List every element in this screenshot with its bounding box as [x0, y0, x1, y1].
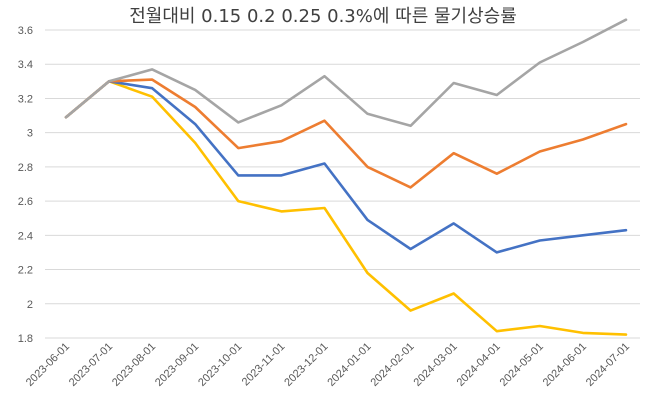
x-tick-label: 2024-03-01 — [412, 341, 460, 389]
y-tick-label: 3.6 — [18, 25, 33, 37]
x-tick-label: 2023-11-01 — [240, 341, 288, 389]
x-tick-label: 2024-07-01 — [584, 341, 632, 389]
x-tick-label: 2023-09-01 — [153, 341, 201, 389]
x-tick-label: 2023-07-01 — [67, 341, 115, 389]
series-line-0.2 — [64, 80, 628, 254]
y-tick-label: 2.6 — [18, 196, 33, 208]
y-tick-label: 2.2 — [18, 265, 33, 277]
x-tick-label: 2024-05-01 — [498, 341, 546, 389]
series-line-0.3 — [64, 18, 628, 128]
x-tick-label: 2024-06-01 — [541, 341, 589, 389]
y-tick-label: 2 — [27, 299, 33, 311]
y-tick-label: 3.4 — [18, 59, 33, 71]
y-tick-label: 3 — [27, 128, 33, 140]
y-tick-label: 1.8 — [18, 333, 33, 345]
series-line-0.25 — [64, 78, 628, 189]
y-tick-label: 2.4 — [18, 230, 33, 242]
y-tick-label: 3.2 — [18, 93, 33, 105]
x-tick-label: 2024-04-01 — [455, 341, 503, 389]
x-tick-label: 2023-12-01 — [282, 341, 330, 389]
y-tick-label: 2.8 — [18, 162, 33, 174]
x-tick-label: 2023-06-01 — [24, 341, 72, 389]
x-tick-label: 2023-10-01 — [196, 341, 244, 389]
chart-title: 전월대비 0.15 0.2 0.25 0.3%에 따른 물기상승률 — [129, 6, 517, 27]
x-tick-label: 2023-08-01 — [110, 341, 158, 389]
x-tick-label: 2024-02-01 — [368, 341, 416, 389]
x-tick-label: 2024-01-01 — [325, 341, 373, 389]
series-line-0.15 — [64, 80, 628, 336]
